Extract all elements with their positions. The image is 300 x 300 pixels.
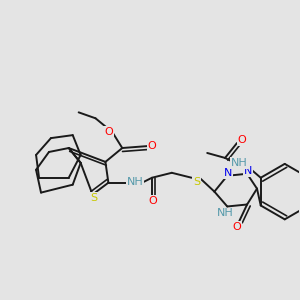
Text: O: O [238, 135, 246, 145]
Text: O: O [233, 222, 242, 232]
Text: N: N [224, 168, 232, 178]
Text: S: S [90, 193, 97, 202]
Text: O: O [148, 196, 157, 206]
Text: O: O [104, 127, 113, 137]
Text: O: O [148, 141, 156, 151]
Text: N: N [244, 166, 252, 176]
Text: NH: NH [230, 158, 247, 168]
Text: NH: NH [217, 208, 234, 218]
Text: NH: NH [127, 177, 143, 187]
Text: S: S [193, 177, 200, 187]
